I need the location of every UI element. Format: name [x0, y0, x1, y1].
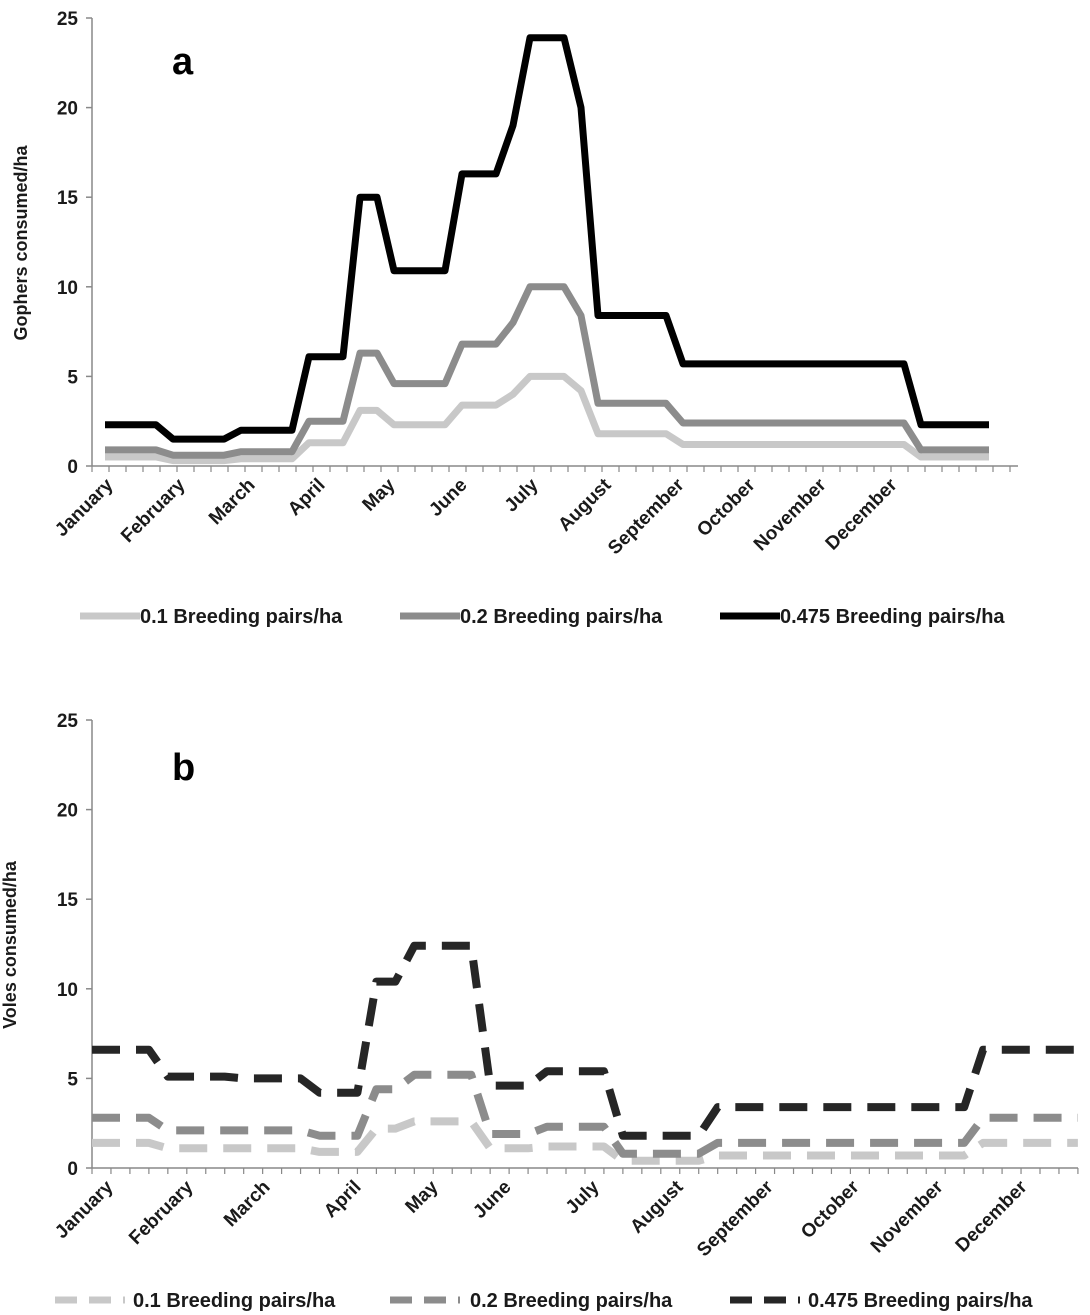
series-line-b-2: [92, 941, 1078, 1140]
x-tick-label: August: [554, 474, 616, 536]
series-line-b-0: [92, 1117, 1078, 1165]
legend-a: 0.1 Breeding pairs/ha 0.2 Breeding pairs…: [80, 606, 1005, 628]
y-tick-label: 15: [57, 188, 79, 209]
x-tick-label: October: [797, 1176, 864, 1243]
legend-label-a-0: 0.1 Breeding pairs/ha: [140, 606, 343, 628]
x-tick-label: June: [425, 475, 471, 521]
x-tick-label: December: [822, 474, 902, 554]
y-tick-label: 5: [67, 367, 78, 388]
x-tick-label: February: [125, 1176, 198, 1249]
x-tick-label: July: [501, 474, 543, 516]
x-tick-label: November: [867, 1176, 948, 1257]
x-tick-label: July: [562, 1176, 604, 1218]
x-tick-label: May: [402, 1176, 443, 1217]
x-tick-label: October: [693, 474, 760, 541]
legend-label-b-1: 0.2 Breeding pairs/ha: [470, 1290, 673, 1312]
y-tick-label: 25: [57, 711, 79, 732]
y-axis-label-b: Voles consumed/ha: [0, 860, 20, 1029]
y-axis-ticks-b: 0 5 10 15 20 25: [57, 711, 92, 1180]
y-axis-label-a: Gophers consumed/ha: [11, 144, 31, 340]
x-tick-label: August: [626, 1176, 688, 1238]
x-tick-label: November: [750, 474, 831, 555]
month-labels-a: January February March April May June July Augu…: [51, 474, 902, 559]
x-tick-label: May: [359, 474, 400, 515]
series-lines-a: [105, 34, 989, 465]
x-tick-label: April: [284, 475, 329, 520]
y-tick-label: 10: [57, 980, 78, 1001]
legend-label-b-2: 0.475 Breeding pairs/ha: [808, 1290, 1033, 1312]
x-tick-label: March: [205, 475, 259, 529]
x-tick-label: June: [469, 1177, 515, 1223]
series-lines-b: [92, 941, 1078, 1165]
legend-label-a-2: 0.475 Breeding pairs/ha: [780, 606, 1005, 628]
x-tick-label: April: [320, 1177, 365, 1222]
x-axis-ticks-a: [91, 466, 1011, 472]
series-line-a-2: [105, 34, 989, 443]
x-tick-label: February: [117, 474, 190, 547]
x-tick-label: September: [693, 1176, 778, 1261]
y-tick-label: 15: [57, 890, 79, 911]
x-tick-label: September: [604, 474, 689, 559]
legend-label-a-1: 0.2 Breeding pairs/ha: [460, 606, 663, 628]
axes-a: [91, 18, 1018, 467]
y-tick-label: 20: [57, 801, 78, 822]
series-line-a-0: [105, 372, 989, 465]
y-tick-label: 20: [57, 99, 78, 120]
chart-panel-a: a Gophers consumed/ha 0 5 10 15 20 25 January…: [11, 9, 1018, 628]
legend-b: 0.1 Breeding pairs/ha 0.2 Breeding pairs…: [55, 1290, 1033, 1312]
x-tick-label: December: [952, 1176, 1032, 1256]
y-tick-label: 25: [57, 9, 79, 30]
y-tick-label: 0: [67, 457, 78, 478]
series-line-a-1: [105, 283, 989, 459]
x-tick-label: January: [51, 1176, 118, 1243]
series-line-b-1: [92, 1070, 1078, 1158]
panel-label-a: a: [172, 41, 194, 83]
month-labels-b: January February March April May June July Augu…: [51, 1176, 1032, 1261]
y-tick-label: 5: [67, 1069, 78, 1090]
panel-label-b: b: [172, 747, 195, 789]
y-axis-ticks-a: 0 5 10 15 20 25: [57, 9, 92, 478]
x-tick-label: January: [51, 474, 118, 541]
chart-panel-b: b Voles consumed/ha 0 5 10 15 20 25 January Fe…: [0, 711, 1079, 1312]
x-axis-ticks-b: [91, 1168, 1079, 1174]
axes-b: [91, 720, 1078, 1169]
y-tick-label: 10: [57, 278, 78, 299]
legend-label-b-0: 0.1 Breeding pairs/ha: [133, 1290, 336, 1312]
y-tick-label: 0: [67, 1159, 78, 1180]
x-tick-label: March: [220, 1177, 274, 1231]
